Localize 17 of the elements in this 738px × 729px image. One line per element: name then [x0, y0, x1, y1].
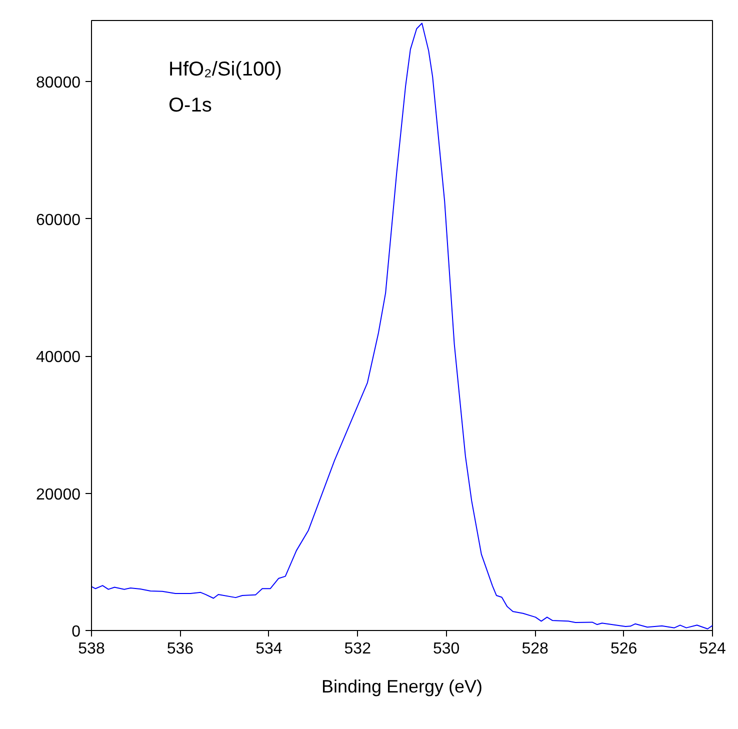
x-tick-label: 524: [699, 640, 726, 658]
x-tick-label: 538: [78, 640, 105, 658]
y-tick-label: 0: [72, 624, 81, 640]
x-tick-label: 532: [344, 640, 372, 658]
y-tick-label: 40000: [36, 349, 81, 366]
y-tick-label: 80000: [36, 74, 81, 92]
y-tick-label: 60000: [36, 212, 81, 229]
y-tick-label: 20000: [36, 486, 81, 504]
x-tick-label: 530: [433, 640, 460, 658]
line-series: [92, 22, 712, 630]
annotation: O-1s: [168, 94, 212, 116]
x-tick-label: 536: [166, 640, 194, 658]
x-tick-label: 534: [256, 640, 282, 658]
x-tick-label: 526: [610, 640, 638, 658]
annotation: HfO₂/Si(100): [168, 58, 282, 80]
x-tick-label: 528: [522, 640, 549, 658]
x-axis-title: Binding Energy (eV): [321, 676, 483, 696]
